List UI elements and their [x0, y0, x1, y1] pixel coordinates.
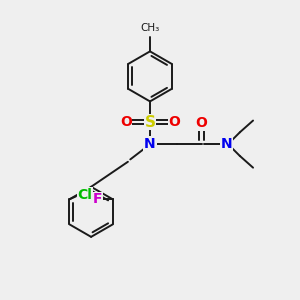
- Text: N: N: [144, 137, 156, 151]
- Text: O: O: [196, 116, 208, 130]
- Text: O: O: [120, 115, 132, 129]
- Text: N: N: [221, 137, 232, 151]
- Text: S: S: [145, 115, 155, 130]
- Text: F: F: [93, 192, 102, 206]
- Text: CH₃: CH₃: [140, 23, 160, 33]
- Text: Cl: Cl: [77, 188, 92, 202]
- Text: O: O: [168, 115, 180, 129]
